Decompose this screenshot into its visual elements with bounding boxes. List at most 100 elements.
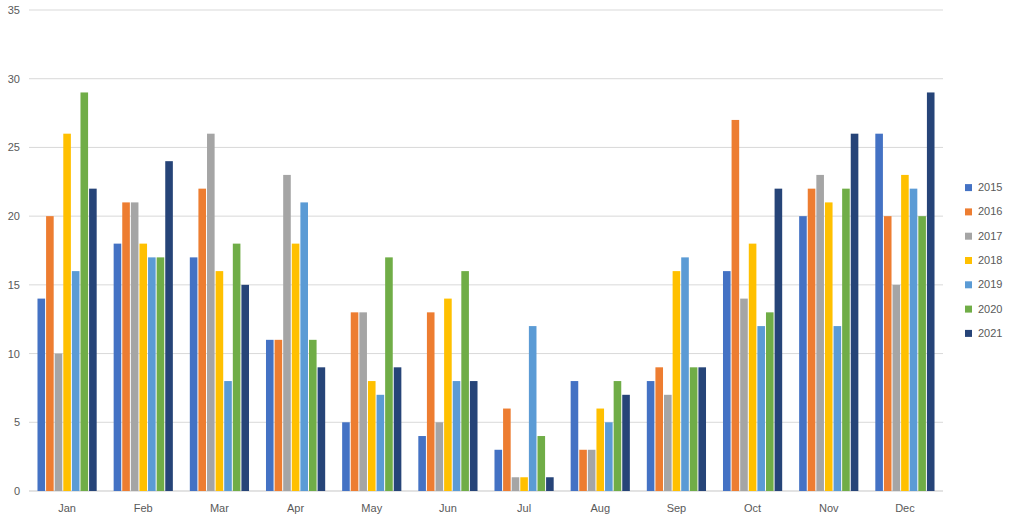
- bar: [520, 477, 528, 491]
- bar: [436, 422, 444, 491]
- bar: [359, 312, 367, 491]
- grid-line: [29, 10, 943, 11]
- bar: [461, 271, 469, 491]
- bar: [918, 216, 926, 491]
- bar: [37, 299, 45, 491]
- bars: [37, 92, 934, 491]
- x-tick-label: Jun: [439, 502, 457, 514]
- bar: [190, 257, 198, 491]
- legend-swatch: [965, 330, 972, 337]
- y-tick-label: 0: [14, 485, 20, 497]
- bar: [775, 189, 783, 491]
- bar: [875, 134, 883, 491]
- bar: [690, 367, 698, 491]
- y-tick-label: 5: [14, 416, 20, 428]
- x-tick-label: Oct: [744, 502, 761, 514]
- legend-label: 2021: [978, 327, 1002, 339]
- bar: [571, 381, 579, 491]
- grid-line: [29, 78, 943, 79]
- legend-label: 2020: [978, 303, 1002, 315]
- y-tick-label: 20: [8, 210, 20, 222]
- bar: [309, 340, 317, 491]
- bar: [216, 271, 224, 491]
- bar: [275, 340, 283, 491]
- bar: [198, 189, 206, 491]
- bar: [131, 202, 139, 491]
- bar: [757, 326, 765, 491]
- bar: [266, 340, 274, 491]
- bar: [622, 395, 630, 491]
- bar: [808, 189, 816, 491]
- bar: [512, 477, 520, 491]
- bar: [494, 450, 502, 491]
- y-tick-label: 30: [8, 73, 20, 85]
- bar: [377, 395, 385, 491]
- bar: [596, 409, 604, 491]
- chart-svg: 05101520253035JanFebMarAprMayJunJulAugSe…: [0, 0, 1024, 530]
- legend-label: 2019: [978, 278, 1002, 290]
- bar: [825, 202, 833, 491]
- bar: [893, 285, 901, 491]
- bar: [834, 326, 842, 491]
- bar: [80, 92, 88, 491]
- x-tick-label: Jul: [517, 502, 531, 514]
- bar: [453, 381, 461, 491]
- bar: [283, 175, 291, 491]
- y-tick-label: 15: [8, 279, 20, 291]
- legend-swatch: [965, 208, 972, 215]
- legend-swatch: [965, 184, 972, 191]
- legend-label: 2015: [978, 181, 1002, 193]
- bar: [927, 92, 935, 491]
- y-tick-label: 35: [8, 4, 20, 16]
- legend: 2015201620172018201920202021: [965, 181, 1002, 339]
- bar: [385, 257, 393, 491]
- bar: [300, 202, 308, 491]
- bar: [114, 244, 122, 491]
- bar: [55, 354, 63, 491]
- bar: [207, 134, 215, 491]
- x-tick-label: Jan: [58, 502, 76, 514]
- bar: [647, 381, 655, 491]
- bar: [241, 285, 249, 491]
- bar: [157, 257, 165, 491]
- x-tick-label: Aug: [590, 502, 610, 514]
- bar: [816, 175, 824, 491]
- bar: [579, 450, 587, 491]
- bar: [46, 216, 54, 491]
- legend-swatch: [965, 233, 972, 240]
- bar: [368, 381, 376, 491]
- bar: [732, 120, 740, 491]
- bar: [470, 381, 478, 491]
- bar: [605, 422, 613, 491]
- bar: [148, 257, 156, 491]
- bar: [799, 216, 807, 491]
- legend-swatch: [965, 306, 972, 313]
- bar: [698, 367, 706, 491]
- bar: [351, 312, 359, 491]
- x-tick-label: Sep: [667, 502, 687, 514]
- legend-label: 2017: [978, 230, 1002, 242]
- bar: [588, 450, 596, 491]
- y-tick-label: 25: [8, 141, 20, 153]
- bar: [749, 244, 757, 491]
- bar: [418, 436, 426, 491]
- bar: [766, 312, 774, 491]
- bar: [529, 326, 537, 491]
- bar: [546, 477, 554, 491]
- legend-label: 2018: [978, 254, 1002, 266]
- bar: [503, 409, 511, 491]
- bar: [165, 161, 173, 491]
- bar: [673, 271, 681, 491]
- bar: [394, 367, 402, 491]
- bar: [681, 257, 689, 491]
- bar: [614, 381, 622, 491]
- bar: [139, 244, 147, 491]
- bar: [740, 299, 748, 491]
- bar: [63, 134, 71, 491]
- bar: [427, 312, 435, 491]
- bar: [224, 381, 232, 491]
- bar: [910, 189, 918, 491]
- bar: [318, 367, 326, 491]
- x-tick-label: May: [361, 502, 382, 514]
- bar: [664, 395, 672, 491]
